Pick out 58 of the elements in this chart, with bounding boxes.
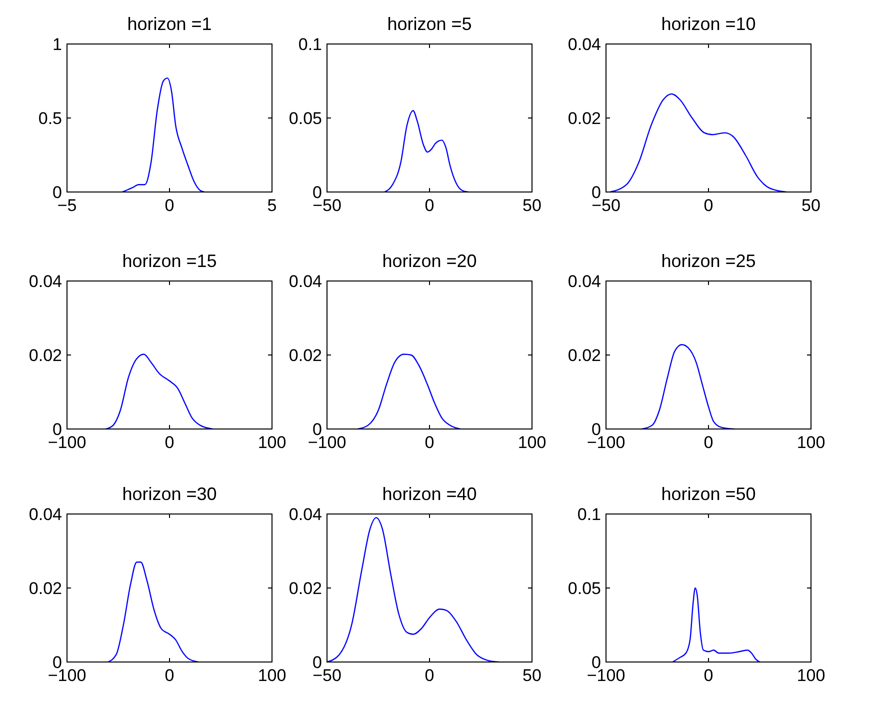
y-tick-label: 0.02 <box>568 346 601 365</box>
x-tick-label: 0 <box>424 433 434 452</box>
line-series <box>107 562 199 663</box>
chart-title: horizon =1 <box>127 14 212 34</box>
x-tick-label: 0 <box>164 433 174 452</box>
x-tick-label: 100 <box>796 433 826 452</box>
line-series <box>672 587 760 663</box>
y-tick-label: 0 <box>592 183 601 202</box>
line-series <box>105 354 214 430</box>
x-tick-label: 100 <box>258 666 286 685</box>
y-tick-label: 0.02 <box>568 109 601 128</box>
x-tick-label: 50 <box>802 196 820 215</box>
x-tick-label: 0 <box>704 433 714 452</box>
x-tick-label: 0 <box>704 666 714 685</box>
x-tick-label: 0 <box>164 666 174 685</box>
chart-title: horizon =15 <box>122 251 217 271</box>
y-tick-label: 0.04 <box>568 35 601 54</box>
chart-title: horizon =10 <box>661 14 756 34</box>
x-tick-label: 100 <box>518 433 546 452</box>
x-tick-label: 100 <box>258 433 286 452</box>
y-tick-label: 0 <box>312 653 322 672</box>
y-tick-label: 0.5 <box>38 109 62 128</box>
x-tick-label: 5 <box>267 196 277 215</box>
line-series <box>384 110 470 193</box>
y-tick-label: 0.1 <box>298 35 322 54</box>
y-tick-label: 0 <box>312 183 322 202</box>
line-series <box>122 77 205 193</box>
y-tick-label: 0.02 <box>288 579 322 598</box>
chart-title: horizon =40 <box>382 484 477 504</box>
chart-title: horizon =5 <box>387 14 472 34</box>
line-series <box>326 517 500 663</box>
y-tick-label: 0.02 <box>28 346 62 365</box>
chart-title: horizon =30 <box>122 484 217 504</box>
y-tick-label: 0.04 <box>288 505 322 524</box>
line-series <box>610 93 787 193</box>
y-tick-label: 0 <box>52 183 62 202</box>
chart-title: horizon =50 <box>661 484 756 504</box>
x-tick-label: 0 <box>424 196 434 215</box>
y-tick-label: 0.04 <box>28 272 62 291</box>
line-series <box>357 354 461 430</box>
y-tick-label: 0.05 <box>288 109 322 128</box>
y-tick-label: 0.02 <box>28 579 62 598</box>
line-series <box>641 344 735 430</box>
y-tick-label: 1 <box>52 35 62 54</box>
x-tick-label: 100 <box>796 666 826 685</box>
y-tick-label: 0.05 <box>568 579 601 598</box>
chart-title: horizon =25 <box>661 251 756 271</box>
y-tick-label: 0.04 <box>568 272 601 291</box>
x-tick-label: 50 <box>522 196 542 215</box>
y-tick-label: 0.02 <box>288 346 322 365</box>
x-tick-label: 0 <box>704 196 714 215</box>
x-tick-label: 0 <box>424 666 434 685</box>
x-tick-label: 0 <box>164 196 174 215</box>
y-tick-label: 0.1 <box>577 505 601 524</box>
y-tick-label: 0.04 <box>288 272 322 291</box>
x-tick-label: 50 <box>522 666 542 685</box>
chart-title: horizon =20 <box>382 251 477 271</box>
y-tick-label: 0.04 <box>28 505 62 524</box>
